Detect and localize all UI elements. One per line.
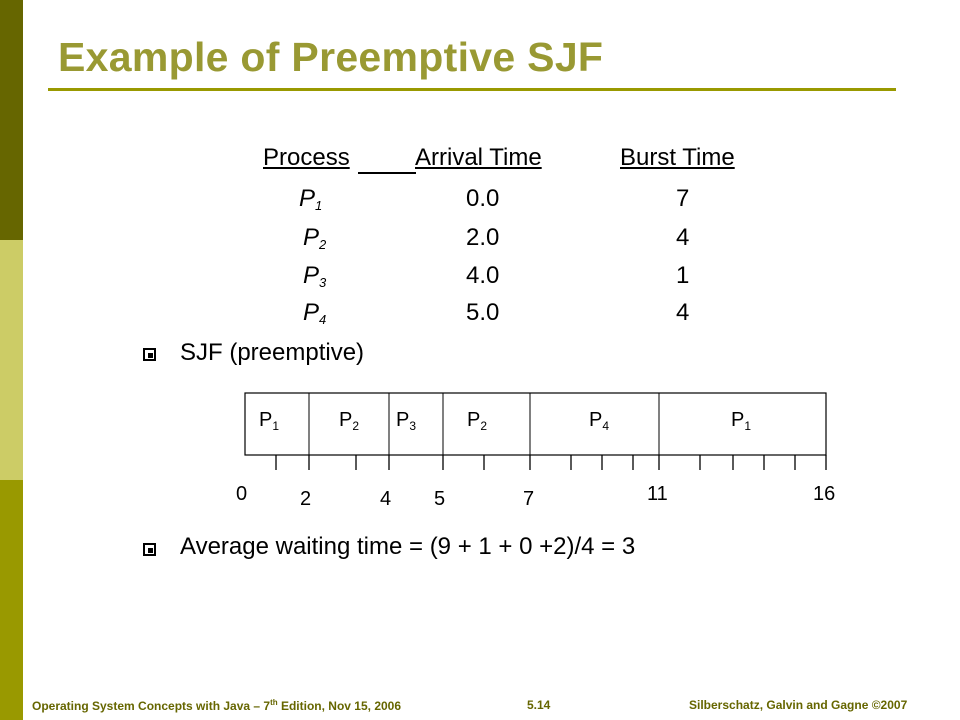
table-row-burst: 4 [676, 224, 690, 251]
gantt-time-label: 16 [813, 483, 835, 505]
gantt-segment-label: P1 [259, 409, 279, 433]
header-underline-gap [358, 172, 416, 174]
footer-book-title: Operating System Concepts with Java – 7t… [32, 698, 402, 713]
gantt-segment-label: P2 [339, 409, 359, 433]
table-row-burst: 1 [676, 262, 690, 289]
table-row-arrival: 2.0 [466, 224, 500, 251]
table-row-process: P4 [303, 299, 327, 327]
gantt-segment-label: P2 [467, 409, 487, 433]
footer-page-number: 5.14 [527, 698, 551, 712]
table-row-burst: 7 [676, 185, 690, 212]
bullet-average-waiting-time: Average waiting time = (9 + 1 + 0 +2)/4 … [180, 533, 636, 560]
title-underline-rule [48, 88, 896, 91]
gantt-time-label: 7 [523, 488, 534, 510]
gantt-time-label: 5 [434, 488, 445, 510]
bullet-sjf-preemptive: SJF (preemptive) [180, 339, 365, 366]
header-burst-time: Burst Time [620, 144, 735, 171]
left-bar-top [0, 0, 23, 240]
table-row-process: P3 [303, 262, 327, 290]
header-process: Process [263, 144, 350, 171]
footer-authors: Silberschatz, Galvin and Gagne ©2007 [689, 698, 908, 712]
gantt-segment-label: P1 [731, 409, 751, 433]
gantt-segment-label: P3 [396, 409, 416, 433]
bullet-square-icon [143, 348, 156, 361]
gantt-time-label: 2 [300, 488, 311, 510]
table-row-burst: 4 [676, 299, 690, 326]
table-row-process: P1 [299, 185, 323, 213]
gantt-time-label: 11 [647, 483, 668, 505]
bullet-square-icon [143, 543, 156, 556]
gantt-segment-label: P4 [589, 409, 609, 433]
gantt-time-label: 0 [236, 483, 247, 505]
table-row-arrival: 5.0 [466, 299, 500, 326]
header-arrival-time: Arrival Time [415, 144, 542, 171]
table-row-arrival: 0.0 [466, 185, 500, 212]
table-row-arrival: 4.0 [466, 262, 500, 289]
slide-title: Example of Preemptive SJF [58, 34, 604, 80]
gantt-time-label: 4 [380, 488, 391, 510]
table-row-process: P2 [303, 224, 327, 252]
left-bar-middle [0, 240, 23, 480]
left-bar-bottom [0, 480, 23, 720]
